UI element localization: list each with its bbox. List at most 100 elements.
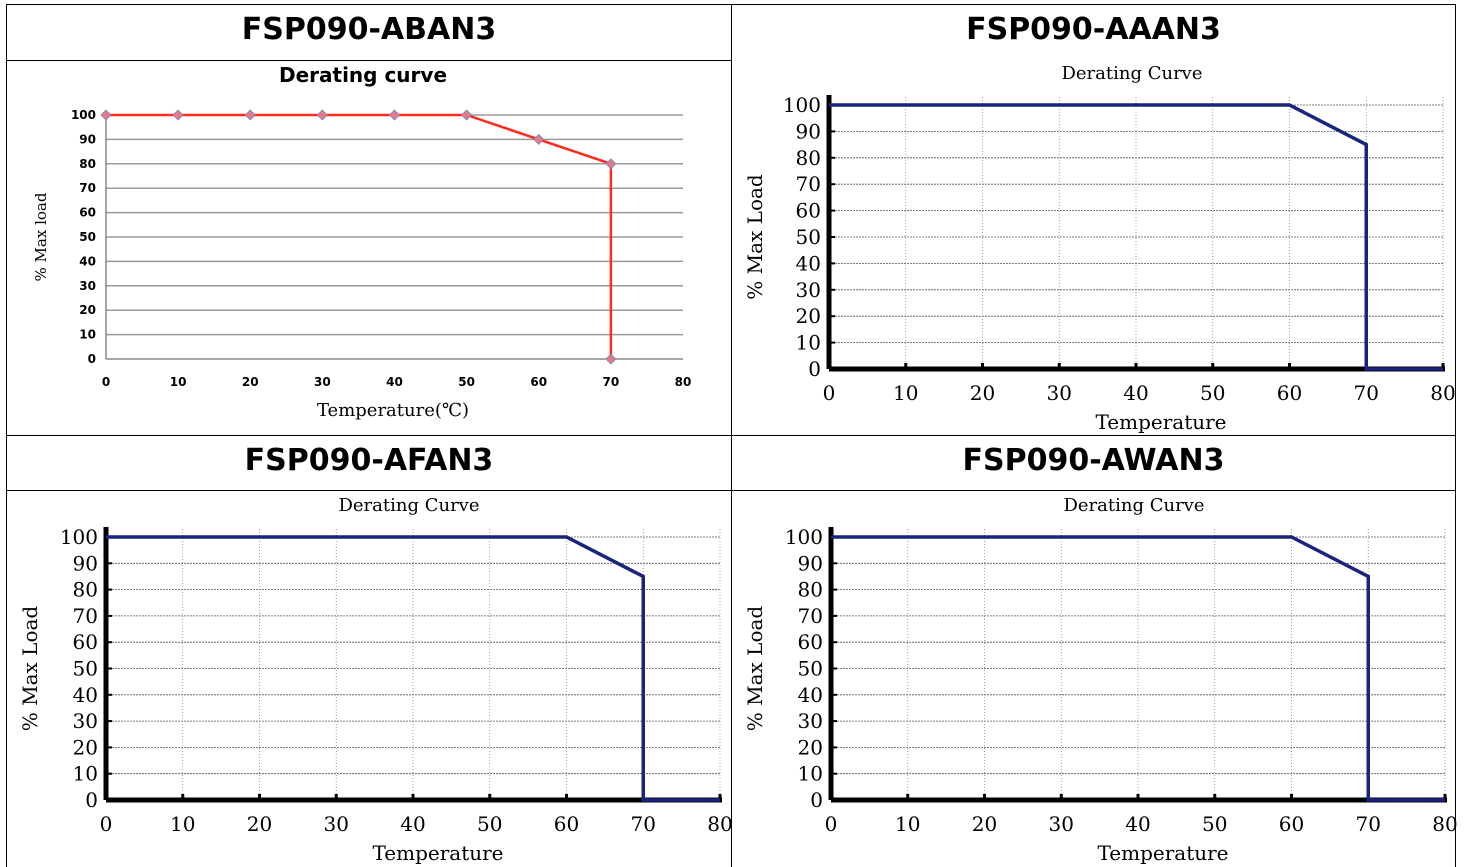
header-cell-awan3	[731, 435, 1456, 491]
y-tick-label: 90	[79, 132, 96, 146]
y-tick-label: 10	[798, 762, 823, 786]
y-tick-label: 40	[796, 251, 821, 275]
data-point-marker	[533, 133, 545, 145]
x-tick-label: 20	[972, 812, 997, 836]
x-tick-label: 0	[102, 375, 110, 389]
y-tick-label: 100	[71, 108, 96, 122]
y-tick-label: 20	[796, 304, 821, 328]
x-axis-label: Temperature	[1095, 410, 1226, 434]
chart-cell-aaan3	[731, 60, 1456, 436]
data-point-marker	[605, 158, 617, 170]
x-tick-label: 80	[707, 812, 732, 836]
y-tick-label: 80	[73, 578, 98, 602]
y-tick-label: 50	[79, 230, 96, 244]
chart-title: Derating Curve	[338, 495, 479, 516]
x-tick-label: 60	[554, 812, 579, 836]
series-line	[831, 535, 1445, 802]
y-tick-label: 90	[798, 551, 823, 575]
x-tick-label: 30	[1049, 812, 1074, 836]
x-tick-label: 50	[1200, 381, 1225, 405]
y-tick-label: 90	[73, 551, 98, 575]
model-title: FSP090-AWAN3	[962, 443, 1225, 478]
x-tick-label: 80	[1432, 812, 1457, 836]
y-axis-label: % Max Load	[743, 174, 767, 300]
y-tick-label: 60	[796, 199, 821, 223]
y-tick-label: 40	[79, 254, 96, 268]
x-tick-label: 20	[242, 375, 259, 389]
chart-title: Derating Curve	[1061, 63, 1202, 84]
y-tick-label: 30	[73, 709, 98, 733]
x-tick-label: 70	[631, 812, 656, 836]
y-tick-label: 50	[796, 225, 821, 249]
x-tick-label: 30	[314, 375, 331, 389]
y-tick-label: 70	[79, 181, 96, 195]
x-tick-label: 70	[1356, 812, 1381, 836]
x-tick-label: 0	[825, 812, 838, 836]
y-tick-label: 50	[73, 657, 98, 681]
x-tick-label: 40	[1125, 812, 1150, 836]
y-tick-label: 30	[796, 278, 821, 302]
y-tick-label: 30	[798, 709, 823, 733]
y-tick-label: 100	[783, 93, 821, 117]
x-axis-label: Temperature	[1097, 841, 1228, 865]
chart-cell-awan3	[731, 490, 1456, 867]
y-tick-label: 0	[808, 357, 821, 381]
x-tick-label: 30	[1047, 381, 1072, 405]
header-cell-afan3	[6, 435, 732, 491]
y-tick-label: 0	[810, 788, 823, 812]
data-point-marker	[461, 109, 473, 121]
x-tick-label: 80	[1430, 381, 1455, 405]
y-tick-label: 20	[79, 303, 96, 317]
model-title: FSP090-AAAN3	[966, 12, 1221, 47]
y-tick-label: 20	[798, 735, 823, 759]
y-tick-label: 10	[796, 331, 821, 355]
y-axis-label: % Max load	[32, 192, 50, 281]
y-tick-label: 0	[85, 788, 98, 812]
data-point-marker	[388, 109, 401, 121]
data-point-marker	[244, 109, 256, 121]
y-axis-label: % Max Load	[743, 606, 767, 732]
model-title: FSP090-AFAN3	[244, 443, 494, 478]
x-tick-label: 50	[1202, 812, 1227, 836]
y-tick-label: 30	[79, 279, 96, 293]
x-tick-label: 30	[324, 812, 349, 836]
y-tick-label: 90	[796, 119, 821, 143]
x-tick-label: 40	[386, 375, 403, 389]
y-tick-label: 40	[798, 683, 823, 707]
y-tick-label: 70	[796, 172, 821, 196]
chart-title: Derating curve	[279, 63, 447, 87]
x-tick-label: 40	[400, 812, 425, 836]
y-tick-label: 60	[798, 630, 823, 654]
y-tick-label: 70	[798, 604, 823, 628]
x-tick-label: 0	[100, 812, 113, 836]
chart-cell-afan3	[6, 490, 732, 867]
data-point-marker	[316, 109, 328, 121]
y-tick-label: 20	[73, 735, 98, 759]
series-line	[829, 103, 1443, 371]
y-tick-label: 10	[73, 762, 98, 786]
x-tick-label: 60	[1277, 381, 1302, 405]
y-tick-label: 40	[73, 683, 98, 707]
header-cell-abaN3	[6, 4, 732, 61]
chart-title: Derating Curve	[1063, 495, 1204, 516]
y-tick-label: 80	[796, 146, 821, 170]
y-tick-label: 0	[88, 352, 96, 366]
y-tick-label: 50	[798, 657, 823, 681]
y-tick-label: 70	[73, 604, 98, 628]
y-tick-label: 80	[798, 578, 823, 602]
x-tick-label: 60	[530, 375, 547, 389]
header-cell-aaan3	[731, 4, 1456, 61]
y-tick-label: 100	[785, 525, 823, 549]
x-tick-label: 10	[170, 812, 195, 836]
x-tick-label: 20	[970, 381, 995, 405]
x-tick-label: 20	[247, 812, 272, 836]
x-tick-label: 80	[675, 375, 692, 389]
model-title: FSP090-ABAN3	[241, 12, 497, 47]
x-axis-label: Temperature(℃)	[317, 400, 469, 421]
data-point-marker	[100, 109, 112, 121]
x-tick-label: 0	[823, 381, 836, 405]
x-axis-label: Temperature	[372, 841, 503, 865]
data-point-marker	[605, 353, 617, 365]
